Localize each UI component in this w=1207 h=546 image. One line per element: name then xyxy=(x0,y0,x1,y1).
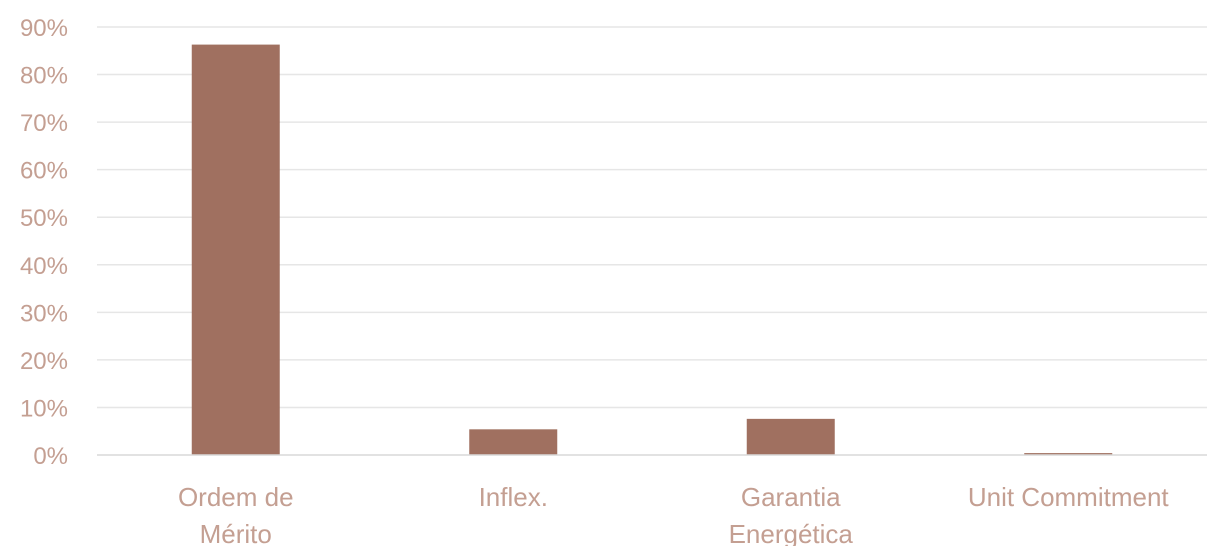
x-tick-label: Ordem de Mérito xyxy=(178,482,294,546)
y-tick-label: 50% xyxy=(20,205,68,232)
x-tick-label: Garantia Energética xyxy=(729,482,854,546)
bars xyxy=(191,44,1113,456)
x-tick-labels: Ordem de Mérito Inflex. Garantia Energética U… xyxy=(178,482,1169,546)
y-tick-label: 60% xyxy=(20,158,68,185)
y-tick-label: 30% xyxy=(20,300,68,327)
y-tick-label: 90% xyxy=(20,15,68,42)
gridlines xyxy=(97,26,1207,409)
x-tick-label: Inflex. xyxy=(479,482,548,512)
bar xyxy=(1024,453,1113,455)
bar xyxy=(746,418,835,455)
x-tick-label: Unit Commitment xyxy=(968,482,1170,512)
x-tick-label-line: Ordem de xyxy=(178,482,294,512)
y-tick-label: 20% xyxy=(20,348,68,375)
bar xyxy=(191,44,280,456)
x-tick-label-line: Unit Commitment xyxy=(968,482,1170,512)
y-tick-label: 0% xyxy=(33,443,68,470)
y-tick-label: 70% xyxy=(20,110,68,137)
x-tick-label-line: Mérito xyxy=(200,519,272,546)
x-tick-label-line: Energética xyxy=(729,519,854,546)
x-tick-label-line: Inflex. xyxy=(479,482,548,512)
y-tick-labels: 0% 10% 20% 30% 40% 50% 60% 70% 80% 90% xyxy=(20,15,68,470)
bar xyxy=(469,429,558,455)
y-tick-label: 40% xyxy=(20,253,68,280)
y-tick-label: 80% xyxy=(20,63,68,90)
x-tick-label-line: Garantia xyxy=(741,482,841,512)
y-tick-label: 10% xyxy=(20,395,68,422)
